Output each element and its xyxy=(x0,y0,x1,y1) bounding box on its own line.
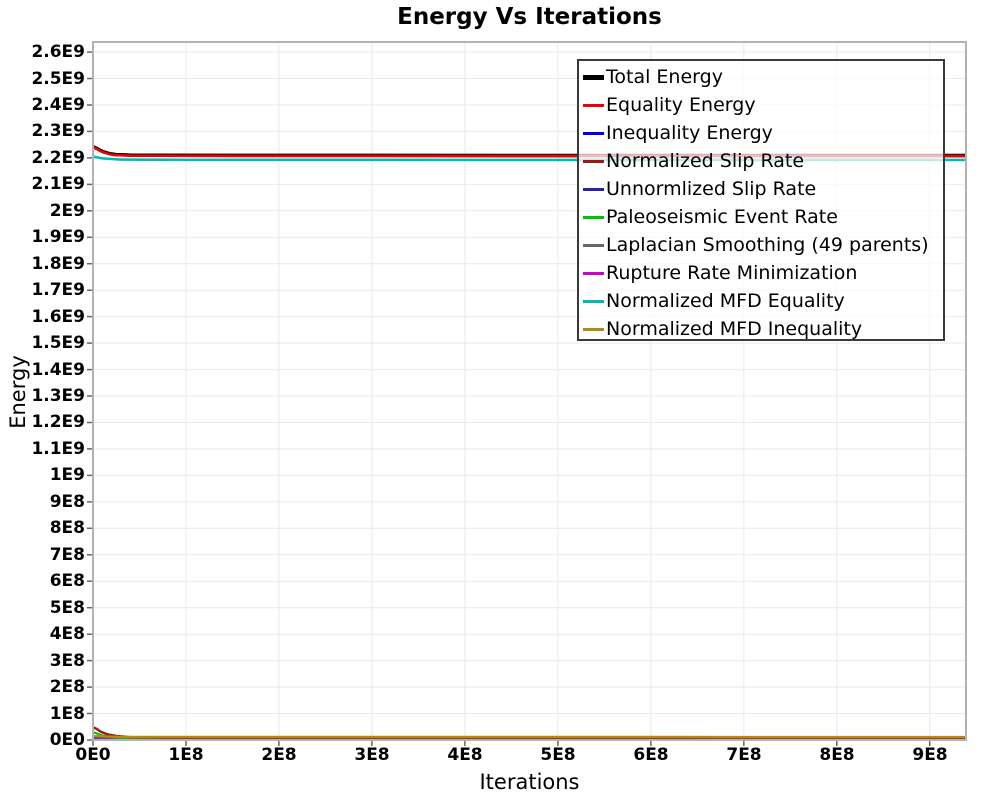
y-tick-label: 1E9 xyxy=(49,465,85,485)
y-tick-label: 1.4E9 xyxy=(31,360,85,380)
legend-line-swatch xyxy=(583,327,604,331)
legend-line-swatch xyxy=(583,187,604,191)
legend-item: Paleoseismic Event Rate xyxy=(583,203,939,231)
y-axis-title: Energy xyxy=(6,355,30,429)
x-tick-label: 4E8 xyxy=(447,745,483,765)
y-tick-label: 7E8 xyxy=(49,545,85,565)
legend-label: Inequality Energy xyxy=(606,122,773,144)
y-tick-label: 2E9 xyxy=(49,201,85,221)
y-tick-label: 2E8 xyxy=(49,677,85,697)
y-tick-label: 6E8 xyxy=(49,571,85,591)
legend-item: Unnormlized Slip Rate xyxy=(583,175,939,203)
legend-line-swatch xyxy=(583,131,604,135)
y-tick-label: 1.8E9 xyxy=(31,254,85,274)
legend-item: Rupture Rate Minimization xyxy=(583,259,939,287)
legend-label: Equality Energy xyxy=(606,94,756,116)
y-tick-label: 1.9E9 xyxy=(31,227,85,247)
data-series-line xyxy=(92,735,967,739)
plot-border xyxy=(92,41,967,741)
legend-item: Normalized MFD Equality xyxy=(583,287,939,315)
x-tick-label: 7E8 xyxy=(726,745,762,765)
y-tick-label: 0E0 xyxy=(49,730,85,750)
y-tick-label: 1.3E9 xyxy=(31,386,85,406)
legend-label: Normalized MFD Inequality xyxy=(606,318,863,340)
x-tick-label: 6E8 xyxy=(633,745,669,765)
data-series-line xyxy=(92,145,967,158)
legend-line-swatch xyxy=(583,243,604,247)
x-tick-label: 9E8 xyxy=(912,745,948,765)
legend-line-swatch xyxy=(583,159,604,163)
legend-item: Inequality Energy xyxy=(583,119,939,147)
y-tick-label: 3E8 xyxy=(49,651,85,671)
y-tick-label: 2.1E9 xyxy=(31,174,85,194)
legend-line-swatch xyxy=(583,103,604,107)
x-tick-label: 1E8 xyxy=(168,745,204,765)
legend-item: Total Energy xyxy=(583,63,939,91)
y-tick-label: 2.6E9 xyxy=(31,42,85,62)
legend-label: Normalized MFD Equality xyxy=(606,290,845,312)
y-tick-label: 2.5E9 xyxy=(31,69,85,89)
y-tick-label: 2.4E9 xyxy=(31,95,85,115)
legend-line-swatch xyxy=(583,299,604,303)
legend-line-swatch xyxy=(583,74,604,80)
y-tick-label: 2.3E9 xyxy=(31,121,85,141)
y-tick-label: 1.5E9 xyxy=(31,333,85,353)
y-tick-label: 2.2E9 xyxy=(31,148,85,168)
chart-title: Energy Vs Iterations xyxy=(397,4,662,30)
legend-label: Normalized Slip Rate xyxy=(606,150,805,172)
legend-box: Total Energy Equality Energy Inequality En… xyxy=(577,59,945,341)
legend-item: Equality Energy xyxy=(583,91,939,119)
data-series-line xyxy=(92,155,967,162)
x-tick-label: 3E8 xyxy=(354,745,390,765)
legend-item: Laplacian Smoothing (49 parents) xyxy=(583,231,939,259)
y-tick-label: 1.7E9 xyxy=(31,280,85,300)
x-axis-title: Iterations xyxy=(479,770,580,794)
legend-label: Unnormlized Slip Rate xyxy=(606,178,817,200)
x-tick-label: 8E8 xyxy=(819,745,855,765)
y-tick-label: 8E8 xyxy=(49,518,85,538)
y-tick-label: 1E8 xyxy=(49,704,85,724)
legend-label: Rupture Rate Minimization xyxy=(606,262,858,284)
legend-label: Total Energy xyxy=(606,66,723,88)
legend-line-swatch xyxy=(583,215,604,219)
legend-label: Laplacian Smoothing (49 parents) xyxy=(606,234,929,256)
y-tick-label: 1.6E9 xyxy=(31,307,85,327)
y-tick-label: 1.2E9 xyxy=(31,412,85,432)
y-tick-label: 9E8 xyxy=(49,492,85,512)
legend-item: Normalized MFD Inequality xyxy=(583,315,939,343)
y-tick-label: 4E8 xyxy=(49,624,85,644)
legend-label: Paleoseismic Event Rate xyxy=(606,206,838,228)
y-tick-label: 5E8 xyxy=(49,598,85,618)
legend-item: Normalized Slip Rate xyxy=(583,147,939,175)
y-tick-label: 1.1E9 xyxy=(31,439,85,459)
legend-line-swatch xyxy=(583,271,604,275)
x-tick-label: 0E0 xyxy=(75,745,111,765)
x-tick-label: 2E8 xyxy=(261,745,297,765)
x-tick-label: 5E8 xyxy=(540,745,576,765)
